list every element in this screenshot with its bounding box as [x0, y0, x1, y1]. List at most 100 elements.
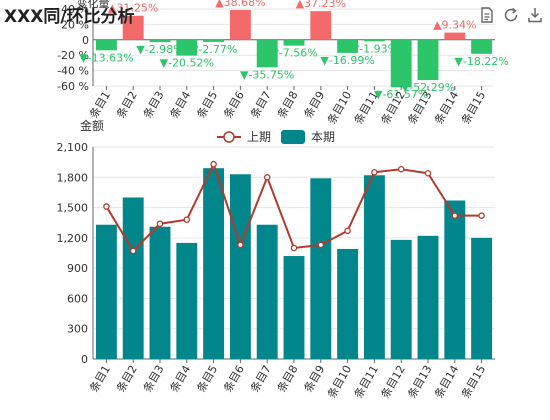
top-x-tick-label: 条目4 [167, 89, 194, 121]
restore-icon[interactable] [502, 6, 520, 24]
previous-period-point [371, 168, 378, 176]
top-x-tick-label: 条目6 [220, 89, 247, 121]
change-bar [229, 10, 251, 40]
previous-period-point [478, 212, 485, 219]
top-x-tick-label: 条目14 [431, 89, 461, 127]
change-data-label: ▼-61.57% [374, 88, 428, 101]
previous-period-point [424, 169, 432, 177]
amount-bar [337, 248, 359, 359]
change-data-label: ▼-18.22% [454, 55, 508, 68]
bottom-x-tick-label: 条目8 [274, 363, 301, 395]
bottom-x-tick-label: 条目1 [86, 363, 113, 395]
change-bar [122, 15, 144, 40]
change-data-label: ▼-2.98% [136, 43, 183, 56]
amount-bar [417, 235, 439, 359]
bottom-x-tick-label: 条目11 [351, 363, 381, 401]
bottom-x-tick-label: 条目10 [324, 363, 354, 401]
amount-bar [363, 175, 385, 359]
bottom-y-axis-title: 金额 [80, 118, 104, 133]
change-bar [363, 39, 385, 42]
amount-bar [203, 168, 225, 359]
top-x-tick-label: 条目7 [247, 89, 274, 121]
change-bar [95, 39, 117, 51]
previous-period-point [129, 247, 137, 255]
previous-period-point [397, 165, 405, 173]
change-bar [149, 39, 171, 43]
top-y-tick-label: 40 % [61, 3, 89, 16]
top-x-tick-label: 条目10 [324, 89, 354, 127]
change-bar [417, 39, 439, 81]
previous-period-point [210, 160, 217, 168]
previous-period-point [156, 220, 164, 227]
legend-line-marker [223, 131, 235, 143]
top-x-tick-label: 条目15 [458, 88, 488, 126]
bottom-x-tick-label: 条目2 [113, 363, 140, 395]
change-data-label: ▲31.25% [108, 2, 158, 15]
bottom-x-tick-label: 条目4 [167, 363, 194, 395]
top-y-tick-label: -40 % [57, 65, 89, 78]
previous-period-point [103, 203, 110, 210]
change-data-label: ▼-1.93% [351, 42, 398, 55]
top-x-tick-label: 条目8 [274, 89, 301, 121]
amount-bar [471, 237, 493, 359]
bottom-x-tick-label: 条目7 [247, 363, 274, 395]
amount-bar [256, 224, 278, 359]
bottom-x-tick-label: 条目6 [220, 363, 247, 395]
bottom-x-tick-label: 条目12 [378, 363, 408, 401]
amount-bar [122, 197, 144, 359]
amount-bar [390, 239, 412, 359]
change-data-label: ▲38.68% [215, 0, 265, 9]
top-x-tick-label: 条目2 [113, 89, 140, 121]
previous-period-point [317, 241, 325, 249]
amount-bar [310, 178, 332, 359]
bottom-y-tick-label: 900 [67, 262, 88, 275]
bottom-x-tick-label: 条目13 [404, 363, 434, 401]
change-bar [390, 39, 412, 88]
legend: 上期 本期 [217, 130, 335, 144]
top-y-tick-label: -20 % [57, 49, 89, 62]
top-x-tick-label: 条目3 [140, 89, 167, 121]
save-image-icon[interactable] [526, 6, 544, 24]
change-bar [203, 39, 225, 42]
change-bar [310, 11, 332, 40]
bottom-y-tick-label: 600 [67, 292, 88, 305]
top-y-tick-label: 0 [82, 34, 89, 47]
bottom-x-tick-label: 条目14 [431, 363, 461, 401]
bottom-y-tick-label: 2,100 [57, 141, 89, 154]
bottom-x-tick-label: 条目5 [194, 363, 221, 395]
change-data-label: ▼-35.75% [240, 68, 294, 81]
toolbox [478, 6, 544, 24]
change-data-label: ▼-20.52% [160, 57, 214, 70]
bottom-y-tick-label: 300 [67, 323, 88, 336]
amount-bar [176, 242, 198, 359]
amount-bar [444, 200, 466, 359]
amount-bar [95, 224, 117, 359]
top-y-tick-label: 20 % [61, 18, 89, 31]
amount-bar [229, 174, 251, 359]
bottom-y-tick-label: 1,200 [57, 232, 89, 245]
previous-period-point [263, 174, 271, 181]
amount-bar [149, 226, 171, 359]
change-bar [256, 39, 278, 68]
change-data-label: ▼-13.63% [79, 51, 133, 64]
change-data-label: ▲9.34% [433, 19, 476, 32]
change-data-label: ▼-2.77% [190, 43, 237, 56]
bottom-x-tick-label: 条目3 [140, 363, 167, 395]
legend-label-current: 本期 [311, 130, 335, 144]
change-data-label: ▲37.23% [296, 0, 346, 10]
change-bar [337, 39, 359, 53]
change-bar [444, 32, 466, 40]
top-y-tick-label: -60 % [57, 80, 89, 93]
top-x-tick-label: 条目1 [86, 88, 113, 120]
top-x-tick-label: 条目9 [301, 89, 328, 121]
bottom-y-tick-label: 1,500 [57, 202, 89, 215]
bottom-x-tick-label: 条目9 [301, 363, 328, 395]
previous-period-point [290, 244, 298, 252]
amount-bar [283, 256, 305, 359]
data-view-icon[interactable] [478, 6, 496, 24]
previous-period-point [237, 241, 244, 249]
change-data-label: ▼-16.99% [320, 54, 374, 67]
legend-bar-swatch [281, 130, 305, 144]
